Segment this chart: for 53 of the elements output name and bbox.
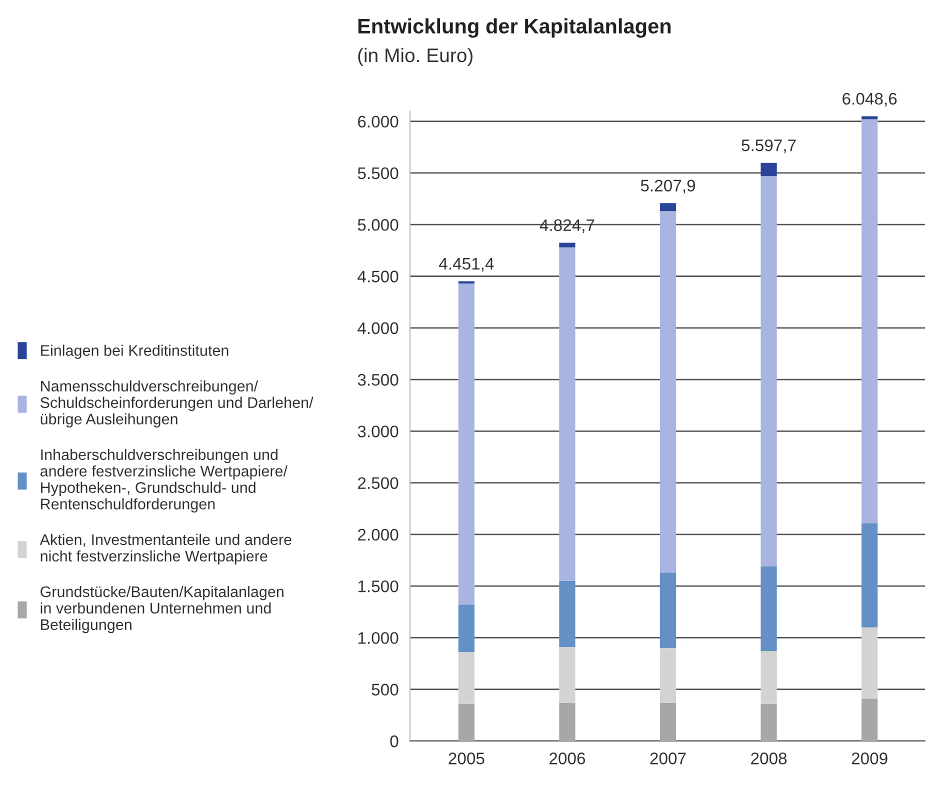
total-label: 6.048,6 [842, 92, 897, 107]
bar [862, 119, 878, 524]
bar [862, 627, 878, 699]
bar [862, 698, 878, 741]
bar [458, 704, 474, 741]
legend-label: Einlagen bei Kreditinstituten [41, 344, 228, 359]
bar [559, 247, 576, 581]
y-tick-label: 6.000 [358, 116, 398, 128]
bar [559, 702, 576, 741]
legend-label: Inhaberschuldverschreibungen und andere festverzinsliche Wertpapiere/ Hypotheken-, Grundschuld- und Rentenschuldforderungen [40, 448, 288, 512]
y-tick-label: 2.000 [358, 528, 398, 541]
y-tick-label: 2.500 [358, 477, 398, 490]
bar [660, 702, 676, 741]
bar [559, 580, 576, 648]
bar [660, 648, 676, 703]
y-tick-label: 5.000 [358, 219, 398, 231]
bar [559, 647, 576, 703]
bar [862, 116, 878, 120]
bar [760, 566, 777, 652]
y-tick-label: 3.000 [358, 426, 398, 438]
legend-label: Grundstücke/Bauten/Kapitalanlagen in verbundenen Unternehmen und Beteiligungen [40, 586, 284, 634]
bar [660, 211, 676, 573]
total-label: 4.451,4 [439, 258, 494, 272]
bar [458, 604, 474, 652]
chart-title: Entwicklung der Kapitalanlagen [358, 18, 671, 38]
y-tick-label: 4.500 [358, 270, 398, 282]
y-tick-label: 1.000 [358, 632, 398, 644]
legend-label: Namensschuldverschreibungen/ Schuldscheinforderungen und Darlehen/ übrige Ausleihungen [40, 380, 314, 428]
y-tick-label: 3.500 [358, 374, 398, 386]
bar [660, 203, 676, 212]
y-tick-label: 500 [372, 684, 398, 696]
bar [458, 652, 474, 704]
total-label: 5.597,7 [742, 139, 796, 154]
y-tick-label: 0 [390, 735, 398, 748]
bar [760, 704, 777, 741]
bar [760, 162, 777, 176]
x-tick-label: 2006 [550, 752, 586, 764]
total-label: 5.207,9 [640, 180, 696, 194]
x-tick-label: 2008 [751, 752, 787, 764]
y-tick-label: 4.000 [358, 322, 398, 334]
bar [458, 283, 474, 605]
chart-subtitle: (in Mio. Euro) [358, 48, 472, 66]
bar [760, 176, 777, 566]
x-tick-label: 2005 [448, 752, 484, 764]
bar [760, 651, 777, 704]
bar [862, 523, 878, 628]
y-tick-label: 5.500 [358, 167, 398, 180]
y-tick-label: 1.500 [358, 580, 398, 592]
bar [559, 242, 576, 248]
x-tick-label: 2007 [650, 752, 686, 764]
bar [660, 572, 676, 648]
x-tick-label: 2009 [852, 752, 888, 764]
legend-label: Aktien, Investmentanteile und andere nicht festverzinsliche Wertpapiere [40, 534, 292, 565]
